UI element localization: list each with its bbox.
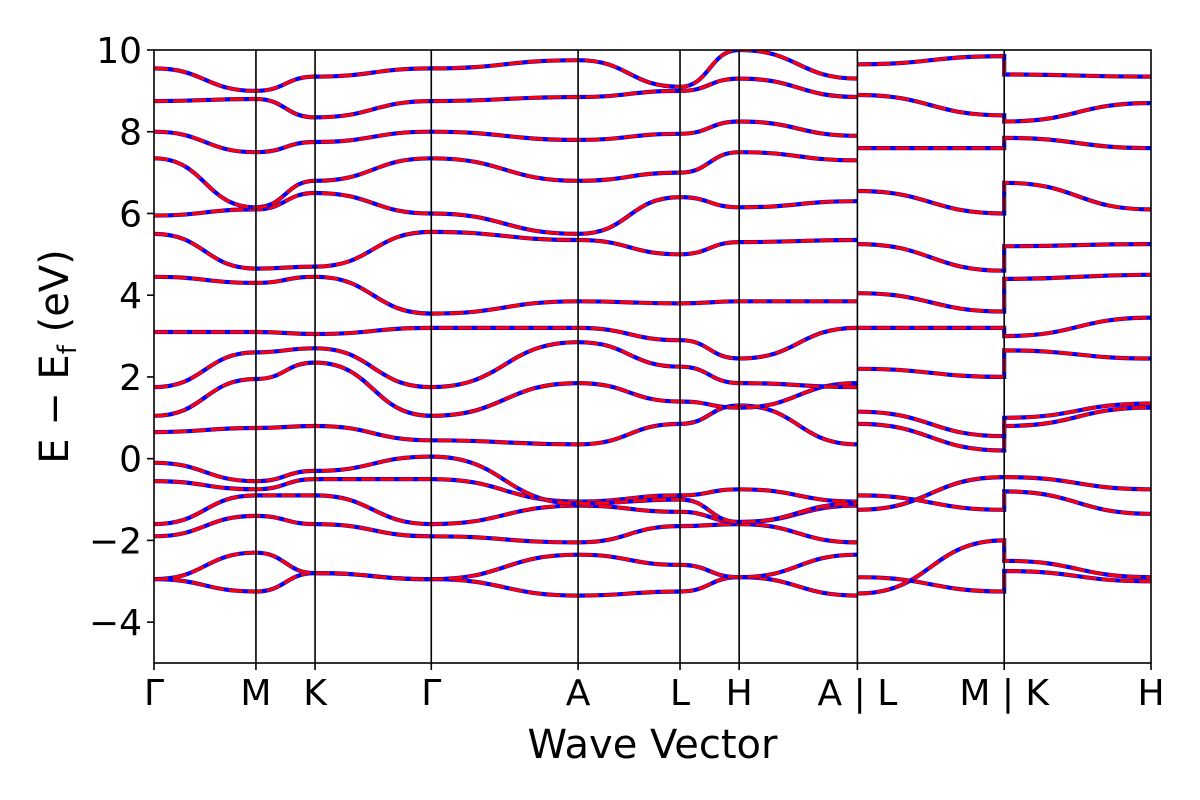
x-tick-label: M bbox=[240, 673, 271, 714]
band-line-spin-up bbox=[154, 230, 858, 271]
x-tick-label: Γ bbox=[421, 673, 441, 714]
y-tick-label: 0 bbox=[119, 440, 142, 481]
band-line-spin-down bbox=[154, 50, 858, 94]
band-line-spin-down bbox=[154, 150, 858, 210]
band-line-spin-up bbox=[857, 93, 1151, 124]
band-line-spin-up bbox=[857, 538, 1151, 596]
y-tick-label: 8 bbox=[119, 113, 142, 154]
band-line-spin-up bbox=[154, 454, 858, 524]
high-symmetry-lines bbox=[255, 50, 1006, 663]
y-tick-label: −2 bbox=[89, 521, 142, 562]
x-tick-label: M | K bbox=[959, 673, 1050, 714]
y-tick-label: 6 bbox=[119, 194, 142, 235]
y-axis-title-sub: f bbox=[53, 344, 83, 354]
x-tick-label: Γ bbox=[144, 673, 164, 714]
band-line-spin-up bbox=[154, 191, 858, 236]
band-line-spin-down bbox=[154, 119, 858, 155]
y-axis-title: E − Ef (eV) bbox=[32, 249, 83, 464]
band-line-spin-down bbox=[154, 190, 858, 237]
band-line-spin-down bbox=[154, 476, 858, 504]
band-line-spin-up bbox=[154, 76, 858, 120]
band-line-spin-down bbox=[154, 403, 858, 447]
plot-frame bbox=[153, 49, 1152, 664]
band-line-spin-up bbox=[154, 50, 858, 93]
y-tick-label: 4 bbox=[119, 276, 142, 317]
band-line-spin-up bbox=[154, 403, 858, 447]
x-tick-label: A bbox=[566, 673, 591, 714]
y-tick-label: 2 bbox=[119, 358, 142, 399]
x-tick-label: H bbox=[1137, 673, 1164, 714]
band-line-spin-up bbox=[154, 340, 858, 389]
y-tick-label: 10 bbox=[96, 31, 142, 72]
x-tick-label: A | L bbox=[818, 673, 898, 714]
band-line-spin-up bbox=[154, 514, 858, 545]
band-line-spin-up bbox=[154, 275, 858, 316]
x-tick-label: L bbox=[670, 673, 690, 714]
y-tick-label: −4 bbox=[89, 603, 142, 644]
band-line-spin-up bbox=[857, 475, 1151, 512]
band-line-spin-up bbox=[154, 150, 858, 209]
band-line-spin-up bbox=[154, 360, 858, 418]
x-axis-title: Wave Vector bbox=[528, 722, 779, 768]
x-tick-label: K bbox=[303, 673, 328, 714]
band-line-spin-up bbox=[154, 551, 858, 581]
y-axis-title-main: E − E bbox=[32, 354, 78, 464]
band-line-spin-up bbox=[857, 136, 1151, 150]
x-tick-label: H bbox=[726, 673, 753, 714]
y-axis-ticks: −4 −2 0 2 4 6 8 10 bbox=[89, 31, 154, 644]
y-axis-title-unit: (eV) bbox=[32, 249, 78, 345]
band-lines bbox=[154, 50, 1151, 598]
band-line-spin-up bbox=[154, 119, 858, 154]
band-line-spin-up bbox=[857, 316, 1151, 338]
